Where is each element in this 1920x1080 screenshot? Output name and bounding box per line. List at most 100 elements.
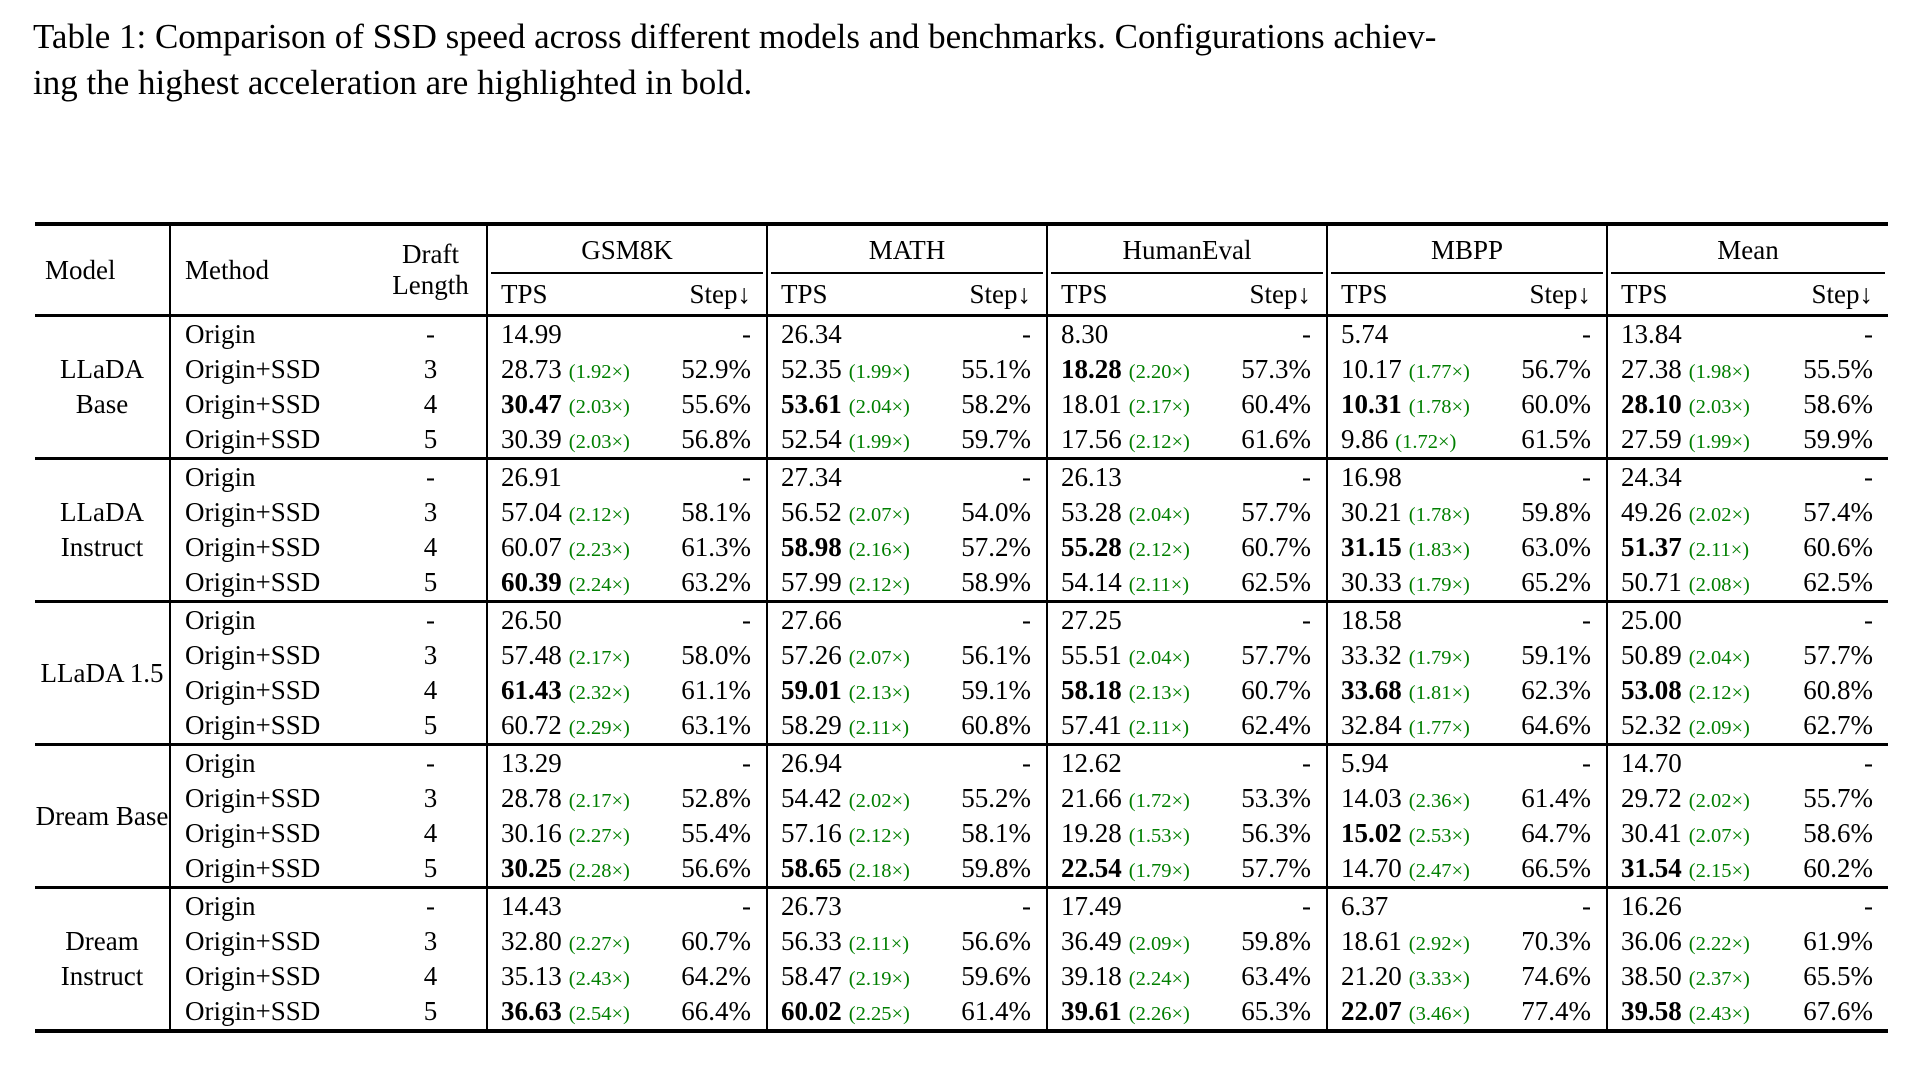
caption-line-1: Table 1: Comparison of SSD speed across … xyxy=(33,17,1437,56)
tps-value: 14.43 xyxy=(501,891,562,921)
speedup-annotation: (2.18×) xyxy=(848,860,910,882)
tps-value: 57.41 xyxy=(1061,710,1122,740)
speedup-annotation: (2.03×) xyxy=(568,431,630,453)
model-name-cell: LLaDA Base xyxy=(60,354,144,419)
tps-value: 28.78 xyxy=(501,783,562,813)
step-cell-humaneval: 59.8% xyxy=(1241,926,1312,956)
tps-cell-gsm8k: 14.43 xyxy=(486,887,659,924)
step-cell-math: 56.1% xyxy=(961,640,1032,670)
tps-cell-math: 52.54 (1.99×) xyxy=(766,422,939,459)
speedup-annotation: (2.12×) xyxy=(1688,682,1750,704)
draft-length-cell: - xyxy=(426,462,435,492)
speedup-annotation: (2.29×) xyxy=(568,717,630,739)
tps-cell-mbpp: 32.84 (1.77×) xyxy=(1326,708,1500,745)
tps-cell-math: 26.34 xyxy=(766,315,939,352)
tps-cell-gsm8k: 60.07 (2.23×) xyxy=(486,530,659,565)
tps-value: 60.07 xyxy=(501,532,562,562)
step-cell-gsm8k: 58.0% xyxy=(681,640,751,670)
step-cell-math: 54.0% xyxy=(961,497,1032,527)
draft-length-cell: 5 xyxy=(423,710,438,740)
tps-cell-mean: 29.72 (2.02×) xyxy=(1606,781,1780,816)
tps-value: 58.18 xyxy=(1061,675,1122,705)
subheader-tps-mean: TPS xyxy=(1606,274,1780,316)
speedup-annotation: (2.53×) xyxy=(1408,825,1470,847)
speedup-annotation: (2.04×) xyxy=(1688,647,1750,669)
tps-cell-humaneval: 36.49 (2.09×) xyxy=(1046,924,1220,959)
tps-value: 55.51 xyxy=(1061,640,1122,670)
tps-cell-humaneval: 55.51 (2.04×) xyxy=(1046,638,1220,673)
tps-cell-mbpp: 31.15 (1.83×) xyxy=(1326,530,1500,565)
tps-value: 30.39 xyxy=(501,424,562,454)
speedup-annotation: (2.11×) xyxy=(848,717,910,739)
tps-value: 24.34 xyxy=(1621,462,1682,492)
speedup-annotation: (1.78×) xyxy=(1408,396,1470,418)
tps-value: 21.66 xyxy=(1061,783,1122,813)
model-group: LLaDA Base Origin -14.99-26.34-8.30-5.74-1… xyxy=(35,315,1889,459)
tps-value: 5.94 xyxy=(1341,748,1389,778)
tps-cell-mbpp: 14.03 (2.36×) xyxy=(1326,781,1500,816)
method-cell: Origin+SSD xyxy=(169,959,375,994)
speedup-annotation: (2.43×) xyxy=(1688,1003,1750,1025)
step-cell-math: 59.6% xyxy=(961,961,1032,991)
step-cell-mean: 55.5% xyxy=(1803,354,1874,384)
tps-cell-mean: 50.71 (2.08×) xyxy=(1606,565,1780,602)
method-cell: Origin+SSD xyxy=(169,708,375,745)
tps-cell-gsm8k: 26.91 xyxy=(486,458,659,495)
subheader-step-mbpp: Step↓ xyxy=(1529,278,1592,309)
subheader-tps-humaneval: TPS xyxy=(1046,274,1220,316)
draft-length-cell: 5 xyxy=(423,996,438,1026)
tps-cell-humaneval: 17.56 (2.12×) xyxy=(1046,422,1220,459)
tps-cell-mean: 27.59 (1.99×) xyxy=(1606,422,1780,459)
step-cell-gsm8k: - xyxy=(742,319,751,349)
tps-cell-mean: 53.08 (2.12×) xyxy=(1606,673,1780,708)
step-cell-math: 55.2% xyxy=(961,783,1032,813)
draft-length-cell: - xyxy=(426,605,435,635)
tps-value: 30.16 xyxy=(501,818,562,848)
speedup-annotation: (2.08×) xyxy=(1688,574,1750,596)
speedup-annotation: (2.27×) xyxy=(568,933,630,955)
table-header: Model Method Draft Length GSM8K MATH Hum… xyxy=(35,224,1889,316)
tps-value: 30.33 xyxy=(1341,567,1402,597)
tps-value: 57.48 xyxy=(501,640,562,670)
step-cell-humaneval: 56.3% xyxy=(1241,818,1312,848)
speedup-annotation: (2.02×) xyxy=(1688,504,1750,526)
speedup-annotation: (2.24×) xyxy=(1128,968,1190,990)
tps-cell-math: 58.98 (2.16×) xyxy=(766,530,939,565)
speedup-annotation: (2.36×) xyxy=(1408,790,1470,812)
speedup-annotation: (2.19×) xyxy=(848,968,910,990)
tps-value: 15.02 xyxy=(1341,818,1402,848)
step-cell-mbpp: 61.4% xyxy=(1521,783,1592,813)
tps-value: 39.61 xyxy=(1061,996,1122,1026)
step-cell-math: 58.2% xyxy=(961,389,1032,419)
method-cell: Origin xyxy=(169,601,375,638)
step-cell-gsm8k: 58.1% xyxy=(681,497,751,527)
speedup-annotation: (2.09×) xyxy=(1688,717,1750,739)
step-cell-math: - xyxy=(1022,319,1032,349)
tps-cell-mbpp: 33.68 (1.81×) xyxy=(1326,673,1500,708)
speedup-annotation: (1.79×) xyxy=(1128,860,1190,882)
table-row: Origin+SSD 5 30.25 (2.28×) 56.6% 58.65 (2.18×)… xyxy=(35,851,1888,888)
tps-value: 58.98 xyxy=(781,532,842,562)
speedup-annotation: (2.17×) xyxy=(1128,396,1190,418)
step-cell-mean: 55.7% xyxy=(1803,783,1874,813)
step-cell-gsm8k: 60.7% xyxy=(681,926,751,956)
subheader-step-gsm8k: Step↓ xyxy=(689,278,751,309)
step-cell-math: - xyxy=(1022,748,1032,778)
draft-length-cell: - xyxy=(426,319,435,349)
speedup-annotation: (2.03×) xyxy=(568,396,630,418)
step-cell-math: 59.7% xyxy=(961,424,1032,454)
table-row: LLaDA Base Origin -14.99-26.34-8.30-5.74-1… xyxy=(35,315,1888,419)
draft-length-cell: - xyxy=(426,891,435,921)
step-cell-gsm8k: 63.2% xyxy=(681,567,751,597)
subheader-step-math: Step↓ xyxy=(969,278,1032,309)
speedup-annotation: (2.20×) xyxy=(1128,361,1190,383)
tps-value: 27.25 xyxy=(1061,605,1122,635)
step-cell-mean: 59.9% xyxy=(1803,424,1874,454)
step-cell-gsm8k: 52.9% xyxy=(681,354,751,384)
tps-value: 31.54 xyxy=(1621,853,1682,883)
speedup-annotation: (2.04×) xyxy=(848,396,910,418)
speedup-annotation: (2.02×) xyxy=(1688,790,1750,812)
table-row: Origin+SSD 5 60.72 (2.29×) 63.1% 58.29 (2.11×)… xyxy=(35,708,1888,745)
tps-cell-math: 54.42 (2.02×) xyxy=(766,781,939,816)
table-row: LLaDA 1.5 Origin -26.50-27.66-27.25-18.58-… xyxy=(35,601,1888,688)
